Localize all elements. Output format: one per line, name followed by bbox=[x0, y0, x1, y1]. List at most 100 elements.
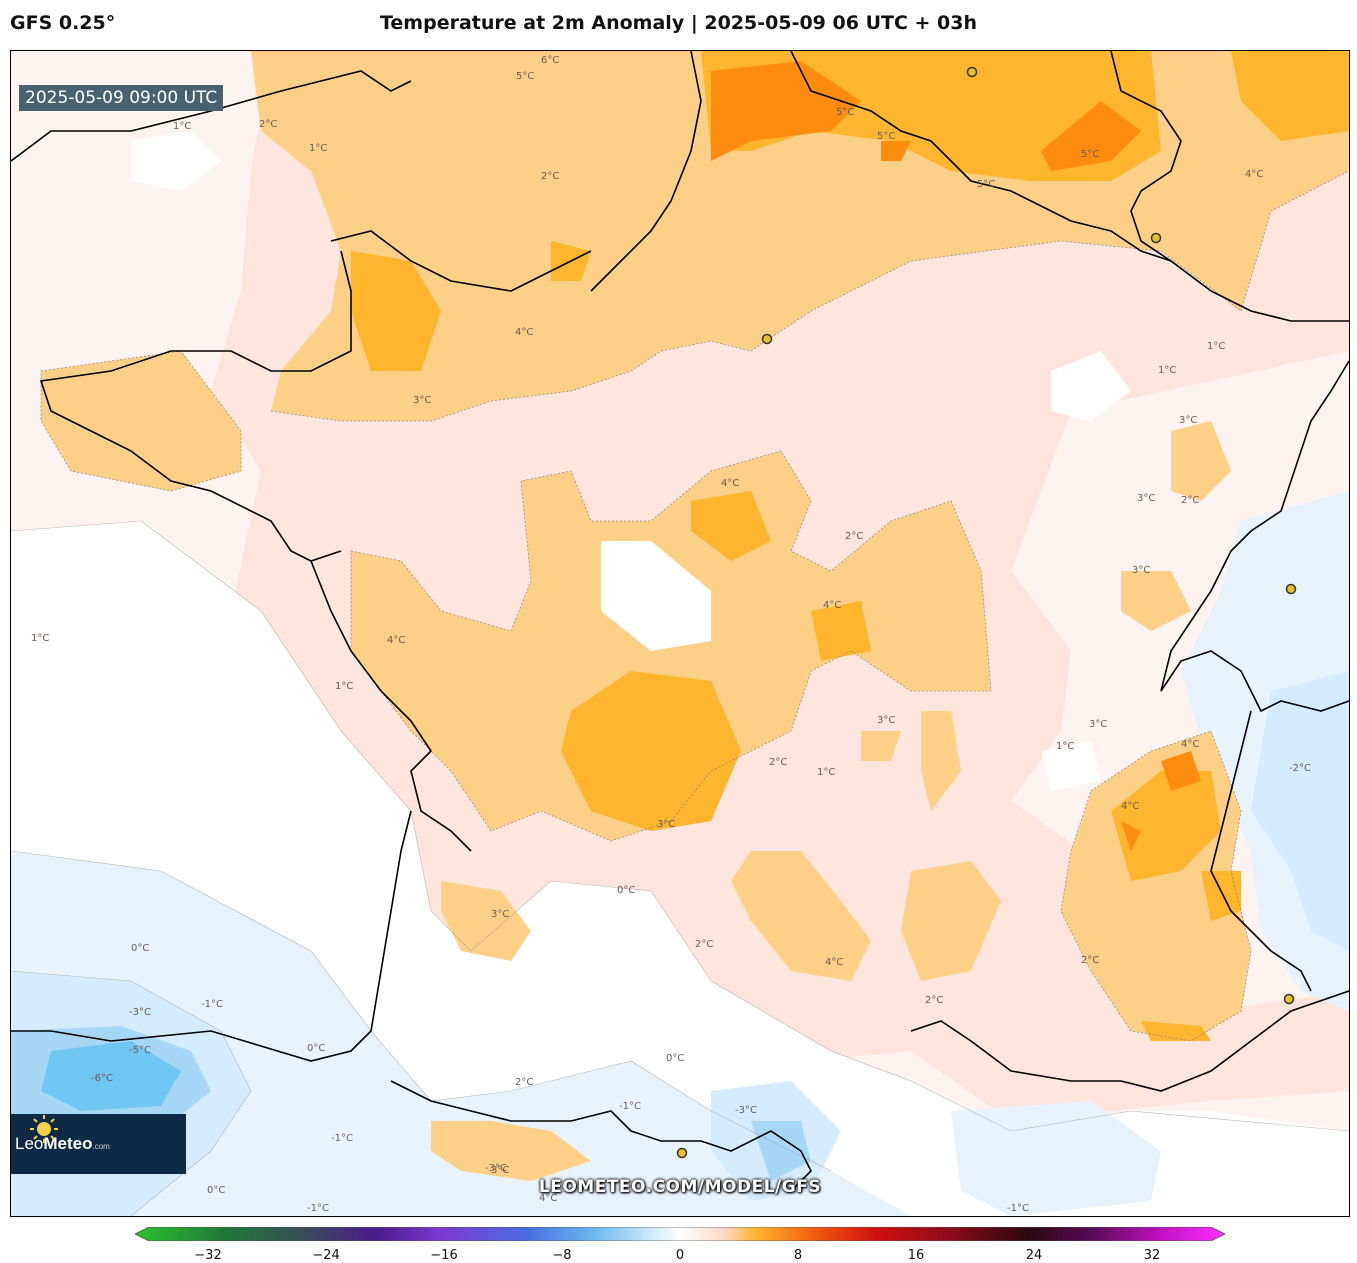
anomaly-zone bbox=[601, 541, 711, 651]
contour-label: 0°C bbox=[666, 1053, 684, 1064]
leometeo-logo[interactable]: LeoMeteo.com bbox=[11, 1114, 186, 1174]
sun-icon bbox=[30, 1115, 58, 1143]
contour-label: 6°C bbox=[541, 55, 559, 66]
contour-label: 3°C bbox=[491, 909, 509, 920]
anomaly-zone bbox=[921, 711, 961, 811]
colorbar-tick-label: −32 bbox=[194, 1248, 222, 1263]
anomaly-zone bbox=[1041, 101, 1141, 171]
contour-label: 3°C bbox=[657, 819, 675, 830]
contour-label: 4°C bbox=[1121, 801, 1139, 812]
contour-label: 3°C bbox=[1179, 415, 1197, 426]
contour-label: 1°C bbox=[817, 767, 835, 778]
colorbar-tick-label: −8 bbox=[552, 1248, 572, 1263]
contour-label: 2°C bbox=[541, 171, 559, 182]
anomaly-zone bbox=[1201, 871, 1241, 921]
city-marker bbox=[1285, 583, 1297, 595]
city-marker bbox=[761, 333, 773, 345]
anomaly-zone bbox=[691, 491, 771, 561]
contour-label: -1°C bbox=[1007, 1203, 1029, 1214]
colorbar bbox=[135, 1227, 1225, 1241]
contour-label: 3°C bbox=[1089, 719, 1107, 730]
anomaly-zone bbox=[811, 601, 871, 661]
logo-text: LeoMeteo.com bbox=[15, 1134, 110, 1153]
colorbar-tick-label: 0 bbox=[675, 1248, 685, 1263]
city-marker bbox=[1150, 232, 1162, 244]
map-panel[interactable]: 6°C 5°C 5°C 5°C 5°C 5°C 4°C 4°C 4°C 4°C … bbox=[10, 50, 1350, 1217]
anomaly-zone bbox=[1121, 821, 1141, 851]
anomaly-zone bbox=[1231, 51, 1349, 141]
city-marker bbox=[1283, 993, 1295, 1005]
contour-label: -1°C bbox=[619, 1101, 641, 1112]
contour-label: 3°C bbox=[1132, 565, 1150, 576]
anomaly-zone bbox=[1171, 421, 1231, 501]
contour-label: -5°C bbox=[129, 1045, 151, 1056]
contour-label: 3°C bbox=[413, 395, 431, 406]
anomaly-zone bbox=[901, 861, 1001, 981]
anomaly-zone bbox=[41, 351, 241, 491]
colorbar-tick-label: 8 bbox=[793, 1248, 803, 1263]
anomaly-zone bbox=[1111, 771, 1221, 881]
contour-label: 3°C bbox=[491, 1165, 509, 1176]
contour-label: 0°C bbox=[207, 1185, 225, 1196]
anomaly-zone bbox=[1051, 351, 1131, 421]
colorbar-tick-label: 32 bbox=[1143, 1248, 1161, 1263]
anomaly-zone bbox=[1121, 571, 1191, 631]
contour-label: 3°C bbox=[877, 715, 895, 726]
anomaly-zone bbox=[351, 251, 441, 371]
anomaly-zone bbox=[131, 131, 221, 191]
contour-label: -3°C bbox=[485, 1163, 507, 1174]
model-label: GFS 0.25° bbox=[10, 12, 116, 34]
anomaly-map: 6°C 5°C 5°C 5°C 5°C 5°C 4°C 4°C 4°C 4°C … bbox=[11, 51, 1349, 1216]
anomaly-zone bbox=[1041, 741, 1101, 791]
contour-label: 1°C bbox=[309, 143, 327, 154]
contour-label: 1°C bbox=[173, 121, 191, 132]
contour-label: 2°C bbox=[925, 995, 943, 1006]
colorbar-tick-label: −24 bbox=[312, 1248, 340, 1263]
chart-title: Temperature at 2m Anomaly | 2025-05-09 0… bbox=[379, 12, 978, 34]
anomaly-zone bbox=[751, 1121, 811, 1181]
contour-label: 3°C bbox=[1137, 493, 1155, 504]
contour-label: 5°C bbox=[877, 131, 895, 142]
contour-label: 4°C bbox=[721, 478, 739, 489]
contour-label: 1°C bbox=[1158, 365, 1176, 376]
contour-label: 2°C bbox=[1081, 955, 1099, 966]
anomaly-zone bbox=[441, 881, 531, 961]
contour-label: 4°C bbox=[825, 957, 843, 968]
contour-label: 0°C bbox=[617, 885, 635, 896]
watermark-url: LEOMETEO.COM/MODEL/GFS bbox=[538, 1177, 822, 1197]
contour-label: 4°C bbox=[1181, 739, 1199, 750]
anomaly-zone bbox=[951, 1101, 1161, 1216]
anomaly-zone bbox=[1251, 671, 1349, 951]
contour-label: 4°C bbox=[387, 635, 405, 646]
city-marker bbox=[676, 1147, 688, 1159]
colorbar-tick-label: −16 bbox=[430, 1248, 458, 1263]
city-marker bbox=[966, 66, 978, 78]
contour-label: 1°C bbox=[1056, 741, 1074, 752]
anomaly-zone bbox=[711, 61, 861, 161]
anomaly-zone bbox=[881, 141, 911, 161]
contour-label: 1°C bbox=[335, 681, 353, 692]
colorbar-tick-label: 16 bbox=[907, 1248, 925, 1263]
anomaly-zone bbox=[1141, 1021, 1211, 1041]
contour-label: 2°C bbox=[845, 531, 863, 542]
contour-label: 4°C bbox=[1245, 169, 1263, 180]
contour-label: 2°C bbox=[695, 939, 713, 950]
anomaly-zone bbox=[11, 851, 911, 1216]
anomaly-zone bbox=[1161, 751, 1201, 791]
contour-label: 5°C bbox=[836, 107, 854, 118]
contour-label: 5°C bbox=[977, 179, 995, 190]
contour-label: 1°C bbox=[1207, 341, 1225, 352]
anomaly-zone bbox=[861, 731, 901, 761]
anomaly-zone bbox=[41, 1041, 181, 1111]
contour-label: 0°C bbox=[131, 943, 149, 954]
contour-label: 5°C bbox=[516, 71, 534, 82]
contour-label: -3°C bbox=[735, 1105, 757, 1116]
contour-label: 2°C bbox=[769, 757, 787, 768]
contour-label: -6°C bbox=[91, 1073, 113, 1084]
contour-label: 2°C bbox=[1181, 495, 1199, 506]
contour-label: 4°C bbox=[515, 327, 533, 338]
contour-label: 1°C bbox=[31, 633, 49, 644]
contour-label: 4°C bbox=[539, 1193, 557, 1204]
contour-label: 2°C bbox=[515, 1077, 533, 1088]
contour-label: 2°C bbox=[259, 119, 277, 130]
